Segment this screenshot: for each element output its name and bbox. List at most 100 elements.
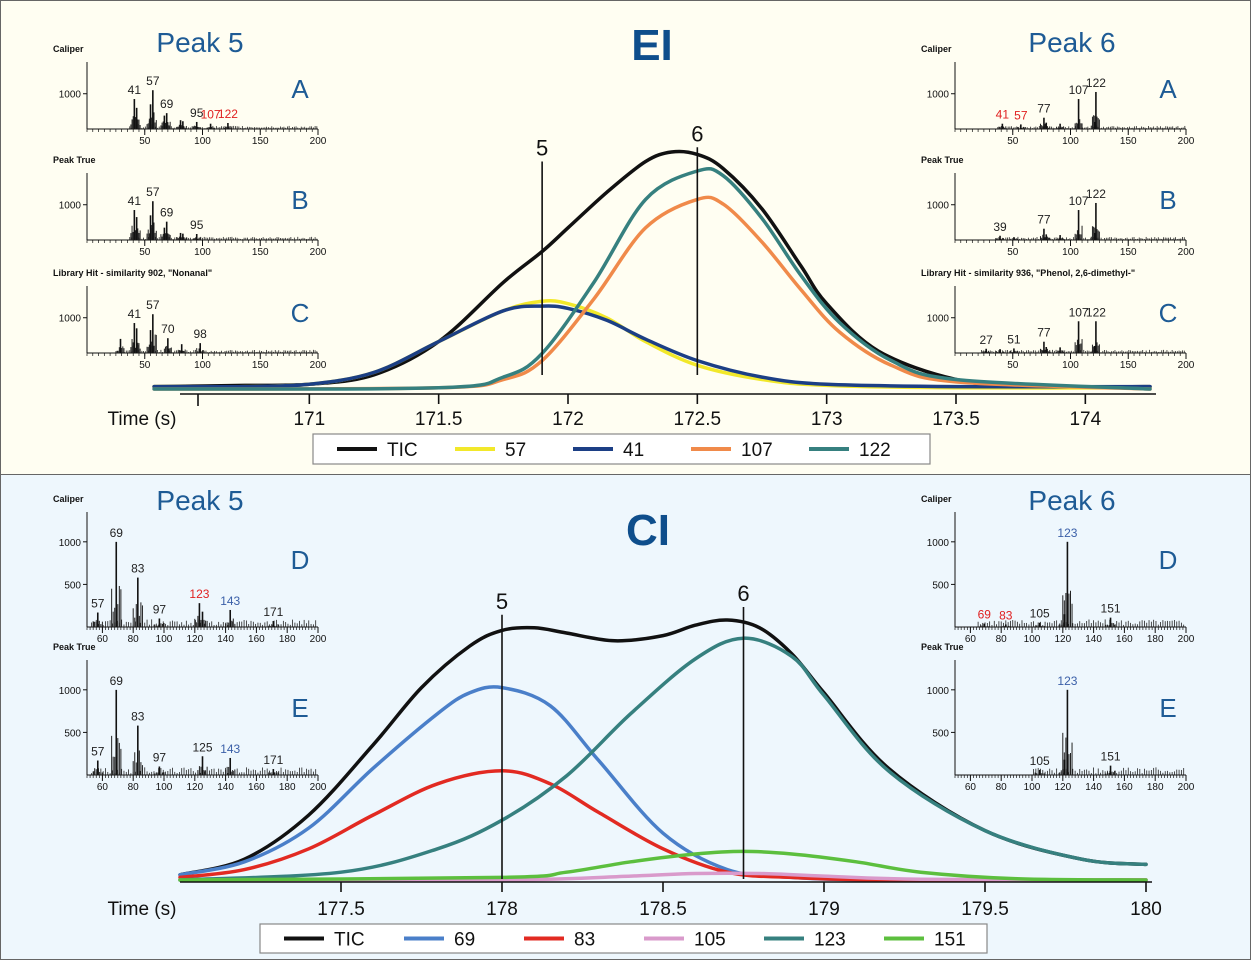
ci-peak6-d-label-105: 105 (1030, 607, 1050, 621)
ei-peak6-a-label-107: 107 (1069, 83, 1089, 97)
ci-legend-label-83: 83 (574, 930, 595, 951)
ci-peak6-e-label-105: 105 (1030, 754, 1050, 768)
ei-legend-label-41: 41 (623, 440, 644, 461)
ei-peak5-b-caption: Peak True (53, 155, 96, 165)
ci-peak5-d-label-57: 57 (91, 597, 105, 611)
ei-series-122 (152, 166, 1152, 391)
ci-peak5-d-label-123: 123 (189, 587, 209, 601)
ci-peak5-d-x-tick-label: 160 (248, 634, 265, 645)
ci-peak6-d-x-tick-label: 80 (996, 634, 1008, 645)
ci-peak6-e-label-123: 123 (1057, 674, 1077, 688)
ei-peak5-a-label-107: 107 (201, 108, 221, 122)
ei-peak5-b-label-41: 41 (128, 194, 142, 208)
ei-peak6-c-label-107: 107 (1069, 305, 1089, 319)
ci-peak6-e-caption: Peak True (921, 642, 964, 652)
ei-peak5-c-x-tick-label: 100 (194, 360, 211, 371)
ei-peak6-a-label-41: 41 (996, 108, 1010, 122)
ci-peak6-d-peak-title: Peak 6 (1028, 485, 1115, 516)
ci-peak5-e-x-tick-label: 100 (156, 782, 173, 793)
ei-peak5-c-y-tick-label: 1000 (59, 314, 82, 325)
ci-peak5-e-label-143: 143 (220, 742, 240, 756)
ci-peak6-e-label-151: 151 (1101, 750, 1121, 764)
ei-peak5-c-label-41: 41 (128, 307, 142, 321)
ci-peak6-d-label-123: 123 (1057, 526, 1077, 540)
ei-title: EI (631, 21, 673, 70)
ci-peak6-d-x-tick-label: 100 (1024, 634, 1041, 645)
ei-x-tick-label: 171 (293, 409, 325, 430)
ei-legend-label-57: 57 (505, 440, 526, 461)
ei-peak5-b-y-tick-label: 1000 (59, 201, 82, 212)
ci-peak5-e-y-tick-label: 1000 (59, 686, 82, 697)
ei-x-tick-label: 172 (552, 409, 584, 430)
ci-peak5-e-x-tick-label: 140 (217, 782, 234, 793)
ci-peak5-d-x-tick-label: 60 (97, 634, 109, 645)
ci-peak6-e-x-tick-label: 120 (1054, 782, 1071, 793)
ci-peak6-d-y-tick-label: 500 (932, 580, 949, 591)
ei-peak6-a-peak-title: Peak 6 (1028, 27, 1115, 58)
ci-peak5-d-caption: Caliper (53, 494, 84, 504)
ei-peak6-b-x-tick-label: 200 (1178, 247, 1195, 258)
ei-peak5-a-x-tick-label: 50 (139, 136, 151, 147)
ci-peak6-e-y-tick-label: 1000 (927, 686, 950, 697)
ei-peak6-c-x-tick-label: 100 (1062, 360, 1079, 371)
ei-peak5-c-letter: C (291, 298, 310, 328)
ci-peak6-d-letter: D (1159, 545, 1178, 575)
ci-peak5-e-x-tick-label: 180 (279, 782, 296, 793)
ei-peak5-a-letter: A (291, 74, 309, 104)
ei-peak5-b-x-tick-label: 100 (194, 247, 211, 258)
ei-peak6-c-x-tick-label: 200 (1178, 360, 1195, 371)
ei-peak6-b-y-tick-label: 1000 (927, 201, 950, 212)
ci-peak5-e-y-tick-label: 500 (64, 728, 81, 739)
ci-x-axis-label: Time (s) (108, 899, 177, 920)
ei-x-tick-label: 171.5 (415, 409, 463, 430)
ei-peak6-b-x-tick-label: 100 (1062, 247, 1079, 258)
ei-peak6-a-label-57: 57 (1014, 108, 1028, 122)
ei-peak5-b-x-tick-label: 150 (252, 247, 269, 258)
ei-x-axis-label: Time (s) (108, 409, 177, 430)
ei-peak5-a-x-tick-label: 200 (310, 136, 327, 147)
ci-peak5-d-label-69: 69 (110, 526, 124, 540)
ci-peak5-d-x-tick-label: 140 (217, 634, 234, 645)
ei-peak5-c-x-tick-label: 150 (252, 360, 269, 371)
ci-peak5-e-x-tick-label: 120 (186, 782, 203, 793)
ci-series-TIC (178, 618, 1148, 877)
ei-peak5-a-label-57: 57 (146, 74, 160, 88)
ci-peak5-d-letter: D (291, 545, 310, 575)
ci-x-tick-label: 177.5 (317, 899, 365, 920)
ci-peak6-e-x-tick-label: 200 (1178, 782, 1195, 793)
ci-peak6-e-y-tick-label: 500 (932, 728, 949, 739)
ci-x-tick-label: 179 (808, 899, 840, 920)
ei-peak5-c-caption: Library Hit - similarity 902, "Nonanal" (53, 268, 212, 278)
ei-peak5-a-caption: Caliper (53, 44, 84, 54)
ci-peak5-d-x-tick-label: 100 (156, 634, 173, 645)
ci-x-tick-label: 180 (1130, 899, 1162, 920)
ci-peak6-e-letter: E (1159, 693, 1176, 723)
ei-peak6-b-x-tick-label: 150 (1120, 247, 1137, 258)
ei-peak5-a-x-tick-label: 150 (252, 136, 269, 147)
ci-peak6-e-x-tick-label: 140 (1085, 782, 1102, 793)
ei-x-tick-label: 174 (1069, 409, 1101, 430)
ei-peak6-a-x-tick-label: 150 (1120, 136, 1137, 147)
ci-legend-label-123: 123 (814, 930, 846, 951)
ei-legend-label-TIC: TIC (387, 440, 418, 461)
ei-peak5-b-label-57: 57 (146, 185, 160, 199)
ei-legend-label-122: 122 (859, 440, 891, 461)
ci-peak6-d-label-69: 69 (978, 608, 992, 622)
ei-peak-marker-label-5: 5 (536, 135, 548, 160)
ci-peak5-e-label-57: 57 (91, 745, 105, 759)
ci-peak5-d-x-tick-label: 200 (310, 634, 327, 645)
ei-peak-marker-label-6: 6 (691, 121, 703, 146)
ci-peak6-d-label-151: 151 (1101, 602, 1121, 616)
ci-peak6-d-x-tick-label: 180 (1147, 634, 1164, 645)
ei-peak6-c-letter: C (1159, 298, 1178, 328)
ci-peak5-d-label-83: 83 (131, 562, 145, 576)
ei-peak5-a-label-95: 95 (190, 106, 204, 120)
ci-peak5-d-x-tick-label: 180 (279, 634, 296, 645)
ci-peak6-e-x-tick-label: 160 (1116, 782, 1133, 793)
ci-peak6-d-x-tick-label: 160 (1116, 634, 1133, 645)
ei-peak5-c-label-70: 70 (161, 322, 175, 336)
ci-peak6-d-x-tick-label: 60 (965, 634, 977, 645)
ei-peak6-a-letter: A (1159, 74, 1177, 104)
